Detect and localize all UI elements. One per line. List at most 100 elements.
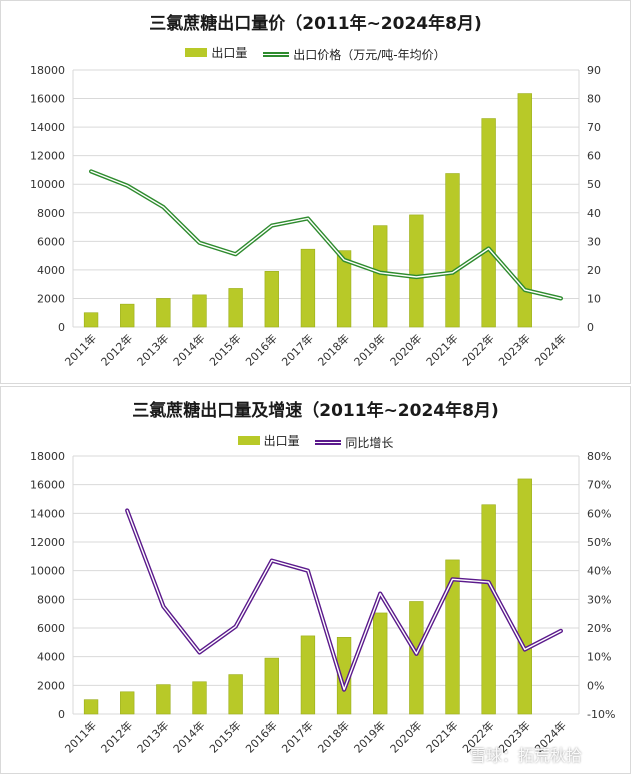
bar (336, 250, 352, 328)
x-tick-label: 2018年 (315, 331, 352, 368)
legend-item-export-volume: 出口量 (185, 44, 247, 61)
x-tick-label: 2016年 (242, 718, 279, 755)
bar (517, 93, 532, 328)
bar (83, 699, 99, 715)
y-left-tick-label: 16000 (30, 93, 65, 106)
bar (264, 657, 279, 715)
y-right-tick-label: 0 (587, 321, 594, 334)
x-tick-label: 2011年 (62, 331, 99, 368)
y-left-tick-label: 6000 (37, 235, 65, 248)
x-tick-label: 2013年 (134, 718, 171, 755)
chart-panel-export-volume-price: 三氯蔗糖出口量价（2011年~2024年8月) 出口量 出口价格（万元/吨-年均… (0, 0, 631, 384)
bar (300, 635, 316, 715)
bar (228, 674, 243, 715)
chart-plot-volume-growth: 0 2000 4000 6000 8000 10000 12000 14000 16000 180… (30, 450, 615, 756)
y-right-tick-label: 50 (587, 178, 601, 191)
y-left-tick-label: 0 (58, 321, 65, 334)
series-line-inner (126, 509, 562, 691)
y-left-tick-label: 8000 (37, 207, 65, 220)
x-tick-label: 2019年 (351, 331, 388, 368)
y-left-tick-label: 6000 (37, 622, 65, 635)
bar (192, 681, 207, 715)
y-right-tick-label: 80 (587, 93, 601, 106)
y-right-tick-label: 60% (587, 507, 611, 520)
y-right-tick-label: 10% (587, 651, 611, 664)
y-right-tick-label: 0% (587, 679, 604, 692)
x-tick-label: 2014年 (170, 331, 207, 368)
x-tick-label: 2017年 (279, 331, 316, 368)
legend-swatch-bar (237, 436, 260, 445)
x-tick-label: 2021年 (423, 718, 460, 755)
chart-legend: 出口量 同比增长 (1, 432, 630, 451)
y-left-tick-label: 12000 (30, 150, 65, 163)
y-right-tick-label: 90 (587, 64, 601, 77)
y-right-tick-label: -10% (587, 708, 615, 721)
bar (120, 303, 135, 328)
bar (300, 248, 316, 328)
y-right-tick-label: 20% (587, 622, 611, 635)
bar (264, 271, 279, 328)
legend-swatch-line (315, 440, 342, 445)
bar (517, 478, 532, 715)
bar (409, 601, 424, 715)
bar (192, 294, 207, 328)
y-right-tick-label: 70% (587, 479, 611, 492)
bar (156, 684, 171, 715)
y-left-tick-label: 18000 (30, 64, 65, 77)
x-tick-label: 2021年 (423, 331, 460, 368)
y-left-tick-label: 12000 (30, 536, 65, 549)
y-left-tick-label: 14000 (30, 121, 65, 134)
chart-plot-volume-price: 0 2000 4000 6000 8000 10000 12000 14000 16000 180… (30, 64, 601, 369)
x-tick-label: 2015年 (206, 718, 243, 755)
y-left-tick-label: 18000 (30, 450, 65, 463)
y-right-tick-label: 80% (587, 450, 611, 463)
x-tick-label: 2023年 (495, 331, 532, 368)
y-right-tick-label: 50% (587, 536, 611, 549)
y-left-tick-label: 14000 (30, 507, 65, 520)
y-left-tick-label: 10000 (30, 178, 65, 191)
x-tick-label: 2011年 (62, 718, 99, 755)
legend-swatch-line (263, 52, 290, 57)
y-right-tick-label: 40 (587, 207, 601, 220)
x-tick-label: 2019年 (351, 718, 388, 755)
chart-title: 三氯蔗糖出口量及增速（2011年~2024年8月) (132, 401, 499, 421)
chart-legend: 出口量 出口价格（万元/吨-年均价） (1, 44, 630, 63)
bar (83, 312, 99, 328)
y-right-tick-label: 30% (587, 593, 611, 606)
bar (481, 118, 496, 328)
legend-item-yoy-growth: 同比增长 (315, 434, 393, 451)
x-tick-label: 2015年 (206, 331, 243, 368)
y-right-tick-label: 10 (587, 292, 601, 305)
bar (373, 225, 388, 328)
bar (445, 559, 460, 715)
x-tick-label: 2018年 (315, 718, 352, 755)
bar (228, 288, 243, 328)
legend-item-export-volume: 出口量 (237, 432, 300, 449)
x-tick-label: 2020年 (387, 718, 424, 755)
y-left-tick-label: 16000 (30, 479, 65, 492)
legend-label: 同比增长 (345, 436, 394, 450)
bar (409, 214, 424, 328)
chart-panel-export-volume-growth: 三氯蔗糖出口量及增速（2011年~2024年8月) 出口量 同比增长 0 2000… (0, 386, 631, 774)
y-left-tick-label: 0 (58, 708, 65, 721)
y-left-tick-label: 4000 (37, 651, 65, 664)
x-tick-label: 2020年 (387, 331, 424, 368)
y-left-tick-label: 2000 (37, 292, 65, 305)
bar (156, 298, 171, 328)
legend-swatch-bar (185, 48, 208, 57)
series-line-inner (90, 170, 562, 300)
legend-item-export-price: 出口价格（万元/吨-年均价） (263, 46, 446, 63)
legend-label: 出口量 (263, 434, 300, 448)
y-right-tick-label: 70 (587, 121, 601, 134)
y-left-tick-label: 10000 (30, 565, 65, 578)
y-left-tick-label: 2000 (37, 679, 65, 692)
x-tick-label: 2012年 (98, 331, 135, 368)
y-right-tick-label: 60 (587, 150, 601, 163)
x-tick-label: 2012年 (98, 718, 135, 755)
x-tick-label: 2022年 (459, 331, 496, 368)
watermark-text: 雪球：拓荒秋拾 (470, 746, 583, 765)
legend-label: 出口量 (211, 46, 248, 60)
x-tick-label: 2013年 (134, 331, 171, 368)
chart-title: 三氯蔗糖出口量价（2011年~2024年8月) (149, 14, 482, 34)
legend-label: 出口价格（万元/吨-年均价） (293, 48, 446, 62)
